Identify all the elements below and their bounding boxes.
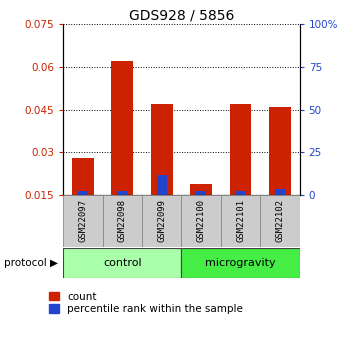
Bar	[182, 195, 221, 247]
Bar	[236, 191, 245, 195]
Bar	[151, 104, 173, 195]
Bar	[182, 248, 300, 278]
Bar	[142, 195, 182, 247]
Bar	[260, 195, 300, 247]
Text: microgravity: microgravity	[205, 258, 276, 268]
Text: GSM22101: GSM22101	[236, 199, 245, 242]
Bar	[72, 158, 94, 195]
Text: GSM22099: GSM22099	[157, 199, 166, 242]
Text: GSM22102: GSM22102	[275, 199, 284, 242]
Bar	[63, 248, 182, 278]
Bar	[157, 175, 166, 195]
Text: control: control	[103, 258, 142, 268]
Bar	[117, 191, 127, 195]
Bar	[63, 195, 103, 247]
Bar	[269, 107, 291, 195]
Text: GSM22100: GSM22100	[197, 199, 206, 242]
Bar	[103, 195, 142, 247]
Bar	[221, 195, 260, 247]
Legend: count, percentile rank within the sample: count, percentile rank within the sample	[48, 292, 243, 314]
Text: protocol ▶: protocol ▶	[4, 258, 58, 268]
Bar	[196, 191, 206, 195]
Title: GDS928 / 5856: GDS928 / 5856	[129, 9, 234, 23]
Text: GSM22098: GSM22098	[118, 199, 127, 242]
Bar	[112, 61, 133, 195]
Bar	[190, 184, 212, 195]
Bar	[78, 191, 88, 195]
Bar	[230, 104, 251, 195]
Text: GSM22097: GSM22097	[78, 199, 87, 242]
Bar	[275, 189, 285, 195]
